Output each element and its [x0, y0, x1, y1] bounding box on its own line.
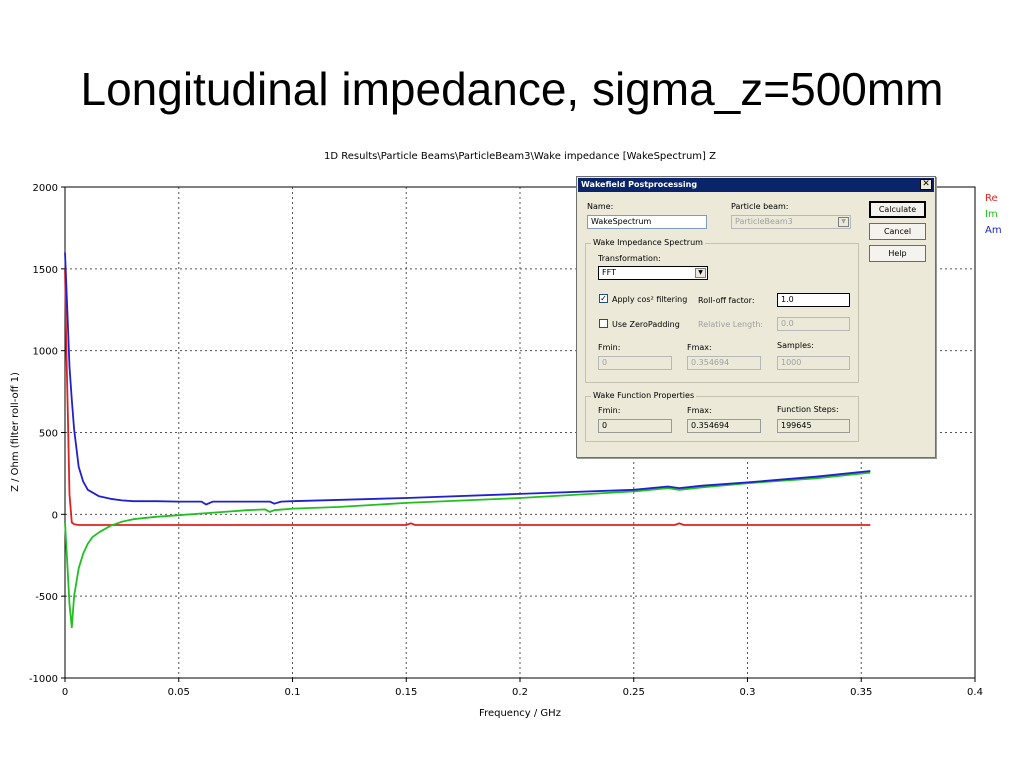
cancel-button[interactable]: Cancel — [869, 223, 926, 240]
help-button[interactable]: Help — [869, 245, 926, 262]
transformation-label: Transformation: — [598, 254, 661, 263]
transformation-select[interactable]: FFT ▼ — [598, 266, 708, 280]
slide-title: Longitudinal impedance, sigma_z=500mm — [80, 63, 944, 115]
x-tick-label: 0.15 — [395, 687, 417, 698]
zeropadding-checkbox[interactable] — [599, 319, 608, 328]
wf-fmin-label: Fmin: — [598, 406, 621, 415]
particle-beam-value: ParticleBeam3 — [735, 217, 793, 226]
legend-item-im: Im — [985, 209, 998, 220]
dialog-title: Wakefield Postprocessing — [581, 180, 698, 189]
chevron-down-icon: ▼ — [838, 217, 849, 227]
y-tick-label: 2000 — [33, 183, 58, 194]
wf-fmax-field[interactable]: 0.354694 — [687, 419, 761, 433]
function-steps-label: Function Steps: — [777, 405, 839, 414]
particle-beam-select[interactable]: ParticleBeam3 ▼ — [731, 215, 851, 229]
legend-item-am: Am — [985, 225, 1002, 236]
x-tick-label: 0.2 — [512, 687, 528, 698]
x-axis-label: Frequency / GHz — [479, 708, 561, 719]
x-tick-label: 0.25 — [623, 687, 645, 698]
x-tick-label: 0.4 — [967, 687, 983, 698]
y-tick-label: -500 — [35, 592, 58, 603]
name-field[interactable]: WakeSpectrum — [587, 215, 707, 229]
particle-beam-label: Particle beam: — [731, 202, 789, 211]
legend-item-re: Re — [985, 193, 998, 204]
x-tick-label: 0.1 — [285, 687, 301, 698]
wake-function-properties-group — [585, 396, 859, 442]
legend: Re Im Am — [985, 193, 1002, 236]
y-tick-label: 1000 — [33, 347, 58, 358]
function-steps-field[interactable]: 199645 — [777, 419, 850, 433]
calculate-button[interactable]: Calculate — [869, 201, 926, 218]
fmin-label: Fmin: — [598, 343, 621, 352]
fmax-field[interactable]: 0.354694 — [687, 356, 761, 370]
y-tick-label: -1000 — [29, 674, 58, 685]
wake-impedance-spectrum-group — [585, 243, 859, 383]
transformation-value: FFT — [602, 268, 616, 277]
apply-cos-label: Apply cos² filtering — [612, 295, 688, 304]
y-tick-label: 1500 — [33, 265, 58, 276]
zeropadding-label: Use ZeroPadding — [612, 320, 680, 329]
samples-field[interactable]: 1000 — [777, 356, 850, 370]
rolloff-label: Roll-off factor: — [698, 296, 755, 305]
series-line-im — [64, 471, 871, 629]
y-axis-label: Z / Ohm (filter roll-off 1) — [10, 372, 21, 492]
y-tick-label: 0 — [52, 510, 58, 521]
name-label: Name: — [587, 202, 614, 211]
wakefunc-group-label: Wake Function Properties — [591, 391, 697, 400]
relative-length-field[interactable]: 0.0 — [777, 317, 850, 331]
plot-title: 1D Results\Particle Beams\ParticleBeam3\… — [324, 151, 716, 162]
tick-labels: 0 0.05 0.1 0.15 0.2 0.25 0.3 0.35 0.4 2000 1500 100… — [29, 183, 983, 698]
fmax-label: Fmax: — [687, 343, 712, 352]
y-tick-label: 500 — [39, 429, 58, 440]
series-line-re — [64, 268, 871, 526]
dialog-titlebar[interactable]: Wakefield Postprocessing ✕ — [578, 178, 934, 192]
series-lines — [64, 252, 871, 629]
series-line-am — [64, 252, 871, 506]
x-tick-label: 0.35 — [850, 687, 872, 698]
relative-length-label: Relative Length: — [698, 320, 764, 329]
fmin-field[interactable]: 0 — [598, 356, 672, 370]
x-tick-label: 0 — [62, 687, 68, 698]
wf-fmax-label: Fmax: — [687, 406, 712, 415]
close-icon[interactable]: ✕ — [920, 179, 932, 190]
spectrum-group-label: Wake Impedance Spectrum — [591, 238, 705, 247]
samples-label: Samples: — [777, 341, 814, 350]
chevron-down-icon: ▼ — [695, 268, 706, 278]
x-tick-label: 0.05 — [168, 687, 190, 698]
x-tick-label: 0.3 — [740, 687, 756, 698]
wakefield-postprocessing-dialog: Wakefield Postprocessing ✕ Name: WakeSpe… — [576, 176, 936, 458]
apply-cos-checkbox[interactable]: ✓ — [599, 294, 608, 303]
rolloff-field[interactable]: 1.0 — [777, 293, 850, 307]
wf-fmin-field[interactable]: 0 — [598, 419, 672, 433]
